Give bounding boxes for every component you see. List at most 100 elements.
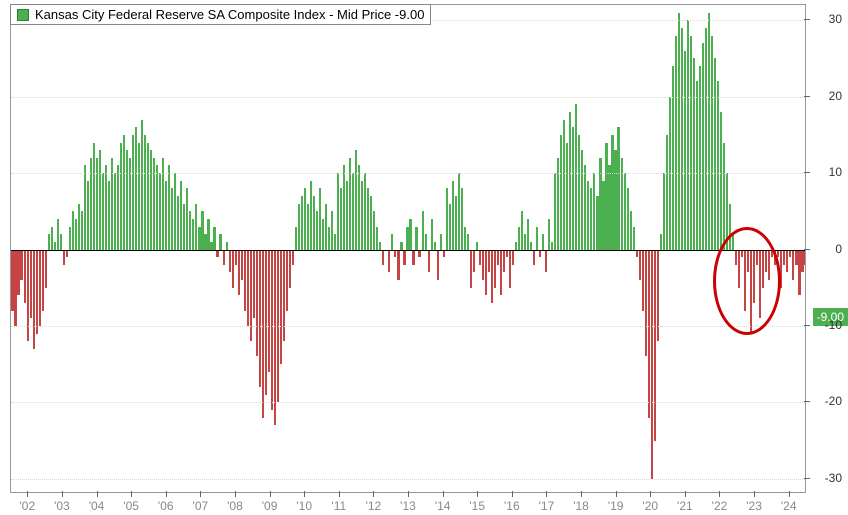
bar [648,250,650,418]
bar [443,250,445,258]
bar [630,211,632,249]
x-tick-label: '13 [400,499,416,513]
bar [569,112,571,250]
bar [99,150,101,249]
bar [17,250,19,296]
x-tick-mark [304,491,305,497]
bar [699,66,701,249]
bar [198,227,200,250]
bar [108,181,110,250]
y-tick-label: 10 [829,165,842,179]
x-tick-mark [546,491,547,497]
bar [783,250,785,265]
x-tick-label: '04 [89,499,105,513]
bar [262,250,264,418]
bar [705,28,707,250]
bar [693,58,695,249]
bar [265,250,267,395]
bar [590,188,592,249]
bar [636,250,638,258]
bar [250,250,252,342]
bar [608,165,610,249]
bar [331,211,333,249]
x-tick-mark [616,491,617,497]
bar [355,150,357,249]
bar [129,158,131,250]
x-tick-mark [339,491,340,497]
x-tick-label: '12 [366,499,382,513]
bar [542,234,544,249]
bar [189,211,191,249]
bar [651,250,653,479]
bar [244,250,246,311]
bar [717,81,719,249]
gridline-h [11,173,805,174]
x-tick-label: '23 [746,499,762,513]
bar [422,211,424,249]
bar [352,173,354,249]
bar [690,36,692,250]
bar [379,242,381,250]
bar [370,196,372,249]
bar [328,227,330,250]
bar [391,234,393,249]
gridline-h [11,326,805,327]
bar [141,120,143,250]
bar [361,181,363,250]
legend-label: Kansas City Federal Reserve SA Composite… [35,7,424,22]
bar [165,181,167,250]
bar [479,250,481,265]
y-tick-mark [804,172,810,173]
bar [358,165,360,249]
x-tick-mark [789,491,790,497]
bar [431,219,433,250]
bar [621,158,623,250]
x-tick-label: '09 [262,499,278,513]
bar [373,211,375,249]
y-tick-mark [804,401,810,402]
bar [66,250,68,258]
bar [316,211,318,249]
bar [183,204,185,250]
bar [78,204,80,250]
x-tick-mark [408,491,409,497]
bar [663,173,665,249]
bar [400,242,402,250]
bar [271,250,273,410]
bar [397,250,399,281]
x-tick-label: '07 [193,499,209,513]
x-tick-label: '11 [331,499,346,513]
bar [138,143,140,250]
bar [482,250,484,281]
bar [428,250,430,273]
bar [27,250,29,342]
bar [437,250,439,281]
bar [587,181,589,250]
bar [780,250,782,288]
bar [207,219,209,250]
x-tick-label: '06 [158,499,174,513]
bar [171,188,173,249]
y-tick-label: 30 [829,12,842,26]
bar [530,242,532,250]
bar [527,219,529,250]
bar [503,250,505,273]
bar [111,158,113,250]
bar [24,250,26,303]
bar [678,13,680,250]
bar [313,196,315,249]
chart-legend: Kansas City Federal Reserve SA Composite… [10,4,431,25]
bar [723,143,725,250]
bar [464,227,466,250]
bar [213,227,215,250]
bar [684,51,686,250]
bar [340,188,342,249]
bar [521,211,523,249]
bar [539,250,541,258]
bar [500,250,502,296]
bar [681,28,683,250]
y-tick-mark [804,19,810,20]
bar [292,250,294,265]
x-tick-label: '03 [54,499,70,513]
bar [687,20,689,249]
